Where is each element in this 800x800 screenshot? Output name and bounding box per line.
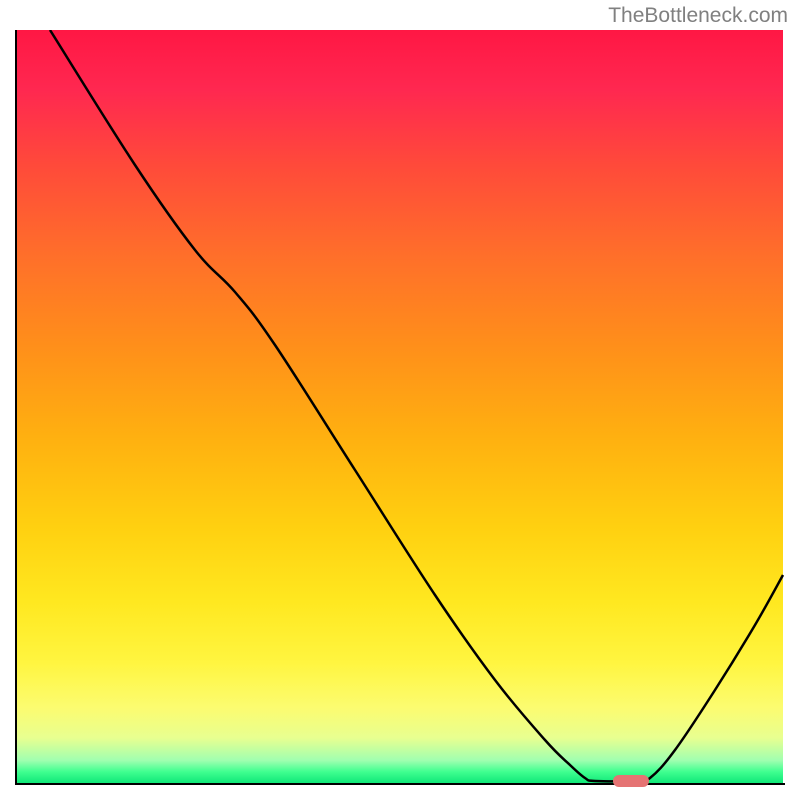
curve-line — [15, 30, 785, 785]
watermark-text: TheBottleneck.com — [608, 4, 788, 28]
valley-marker — [613, 775, 649, 787]
chart-container — [15, 30, 785, 785]
